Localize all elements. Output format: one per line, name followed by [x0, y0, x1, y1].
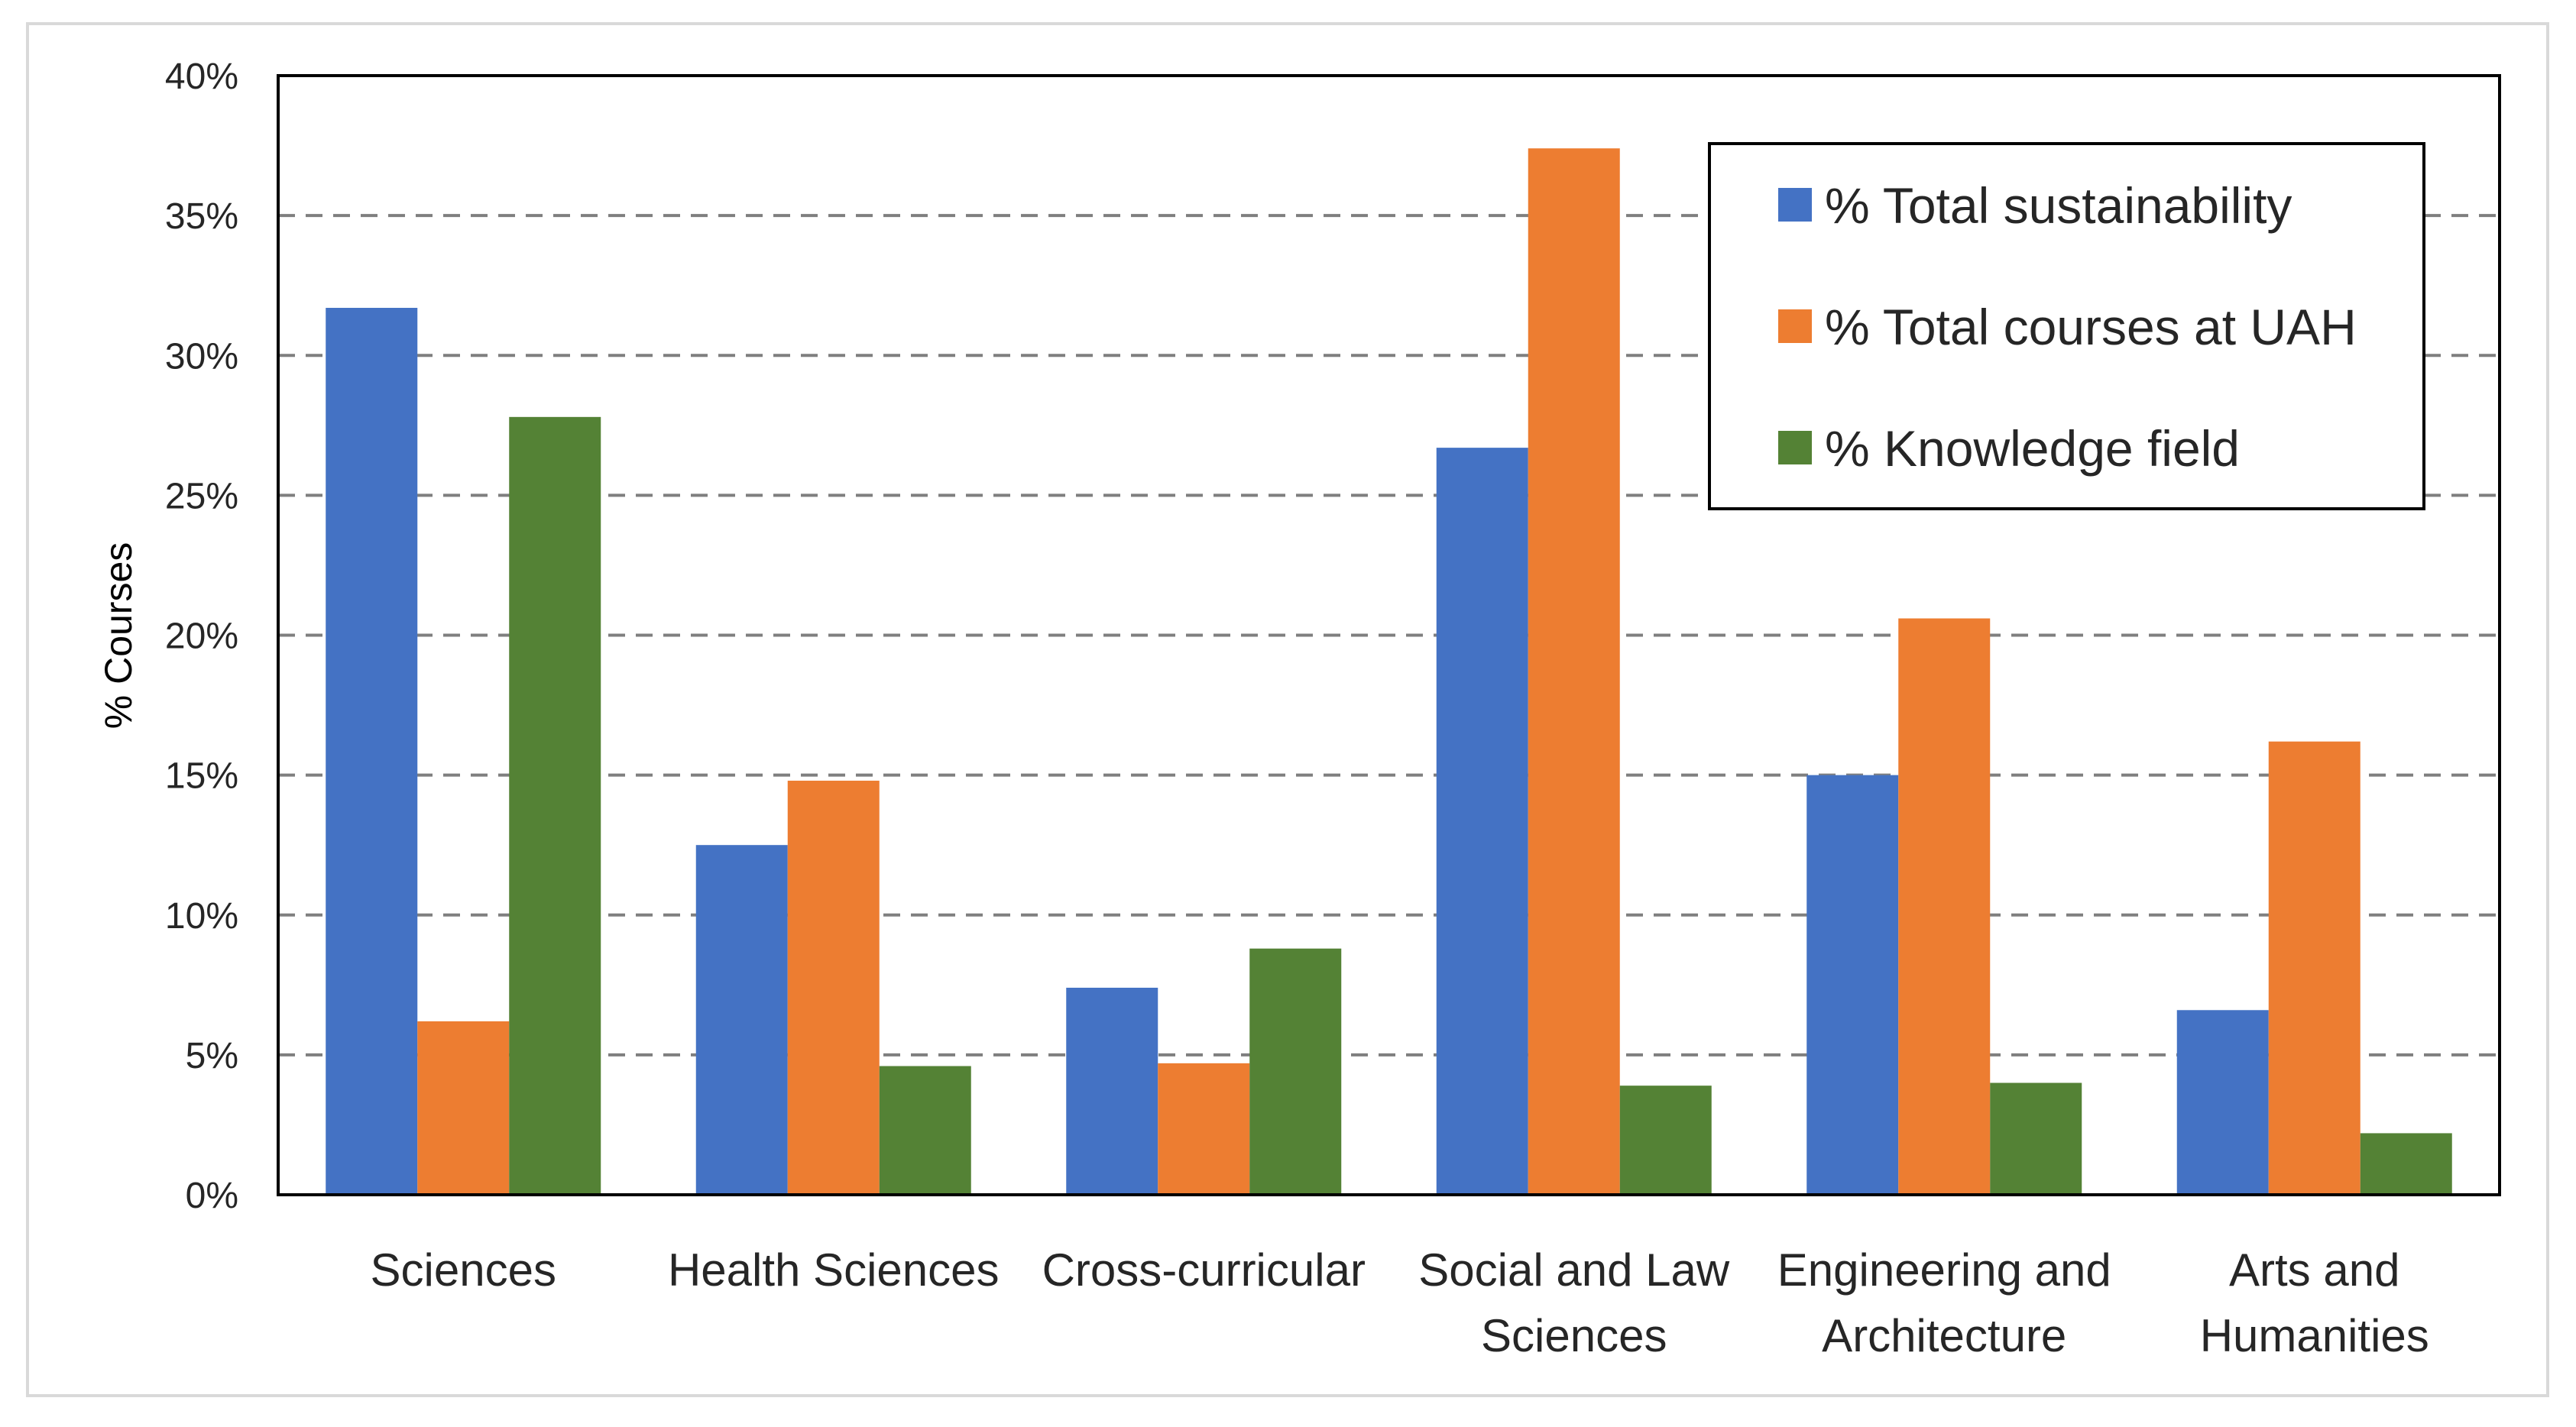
bar-0-4 [1806, 775, 1899, 1195]
x-category-label: Social and Law Sciences [1418, 1244, 1730, 1361]
bar-2-4 [1990, 1082, 2082, 1195]
bar-2-0 [509, 416, 601, 1195]
bar-2-1 [879, 1066, 971, 1195]
plot-area-border [277, 74, 2501, 1196]
y-tick-label: 15% [165, 756, 238, 797]
y-tick-label: 10% [165, 896, 238, 937]
bars [326, 148, 2452, 1196]
y-axis-title: % Courses [97, 542, 140, 730]
bar-1-5 [2268, 741, 2361, 1195]
y-tick-label: 0% [186, 1176, 238, 1216]
y-tick-label: 5% [186, 1036, 238, 1076]
x-category-label: Arts and Humanities [2200, 1244, 2429, 1361]
y-axis-ticks: 0% 5% 10% 15% 20% 25% 30% 35% 40% [165, 57, 238, 1216]
legend-label: % Knowledge field [1825, 420, 2240, 477]
y-tick-label: 35% [165, 196, 238, 237]
legend-swatch [1778, 309, 1812, 343]
x-category-label: Sciences [371, 1244, 556, 1296]
bar-0-3 [1436, 448, 1528, 1195]
x-axis-labels: Sciences Health Sciences Cross-curricular S… [371, 1244, 2429, 1361]
bar-1-2 [1158, 1063, 1250, 1195]
bar-1-0 [417, 1021, 510, 1195]
bar-1-3 [1528, 148, 1620, 1196]
bar-0-5 [2176, 1010, 2269, 1195]
bar-2-3 [1619, 1086, 1712, 1195]
bar-0-1 [695, 845, 788, 1195]
bar-2-5 [2360, 1133, 2452, 1195]
legend-box [1708, 142, 2425, 510]
y-tick-label: 30% [165, 336, 238, 377]
y-tick-label: 25% [165, 476, 238, 516]
legend-label: % Total courses at UAH [1825, 299, 2357, 355]
bar-1-1 [787, 780, 880, 1195]
y-tick-label: 40% [165, 57, 238, 97]
bar-0-0 [326, 307, 418, 1195]
legend: % Total sustainability % Total courses at… [1708, 142, 2425, 510]
bar-1-4 [1898, 618, 1991, 1195]
x-category-label: Health Sciences [668, 1244, 1000, 1296]
x-category-label: Cross-curricular [1042, 1244, 1366, 1296]
legend-label: % Total sustainability [1825, 177, 2292, 234]
legend-swatch [1778, 431, 1812, 464]
bar-2-2 [1249, 948, 1342, 1195]
bar-0-2 [1066, 987, 1158, 1195]
x-category-label: Engineering and Architecture [1777, 1244, 2111, 1361]
legend-swatch [1778, 188, 1812, 222]
y-tick-label: 20% [165, 616, 238, 657]
